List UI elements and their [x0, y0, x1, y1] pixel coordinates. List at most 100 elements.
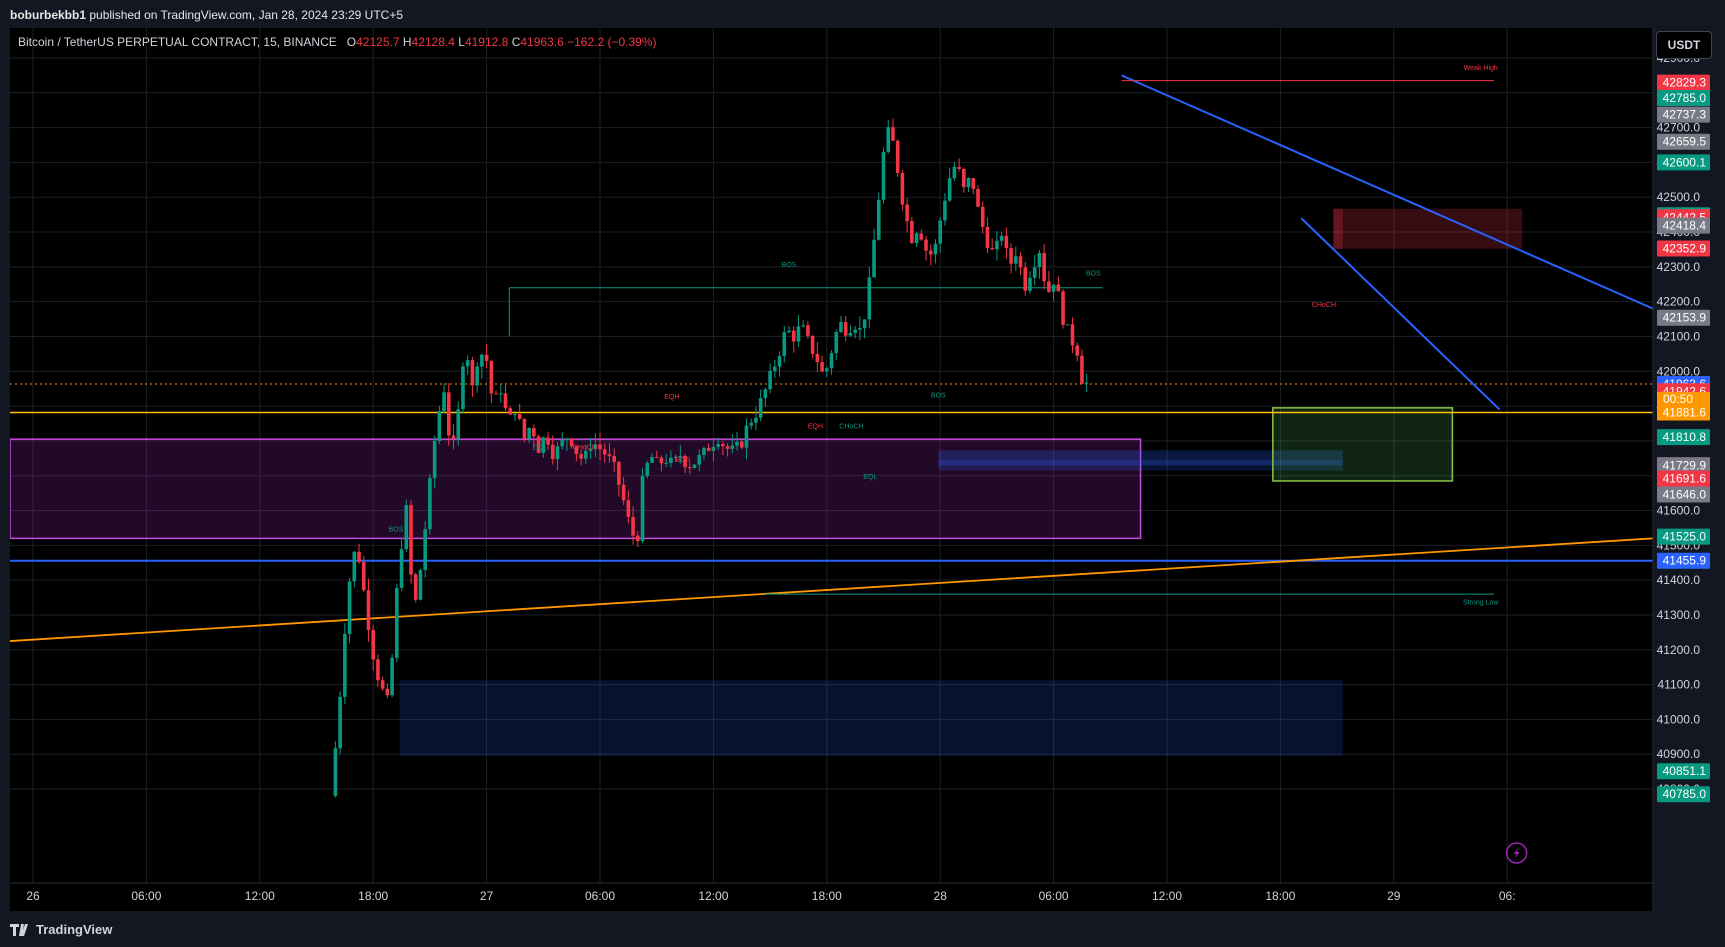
candle-body — [839, 322, 843, 333]
red-supply-zone-main — [1333, 208, 1523, 249]
x-tick-label: 12:00 — [245, 889, 275, 903]
author-name[interactable]: boburbekbb1 — [10, 8, 87, 22]
candle-body — [876, 199, 881, 240]
candle-body — [418, 569, 423, 600]
orange-trendline — [10, 537, 1653, 642]
candle-body — [584, 450, 588, 459]
candle-body — [513, 414, 517, 416]
candle-body — [768, 370, 772, 390]
candle-body — [697, 454, 702, 465]
candle-body — [399, 549, 404, 588]
symbol-title[interactable]: Bitcoin / TetherUS PERPETUAL CONTRACT, 1… — [18, 35, 337, 49]
candle-body — [645, 462, 650, 476]
price-label-bg — [1657, 457, 1710, 474]
publish-bar: boburbekbb1 published on TradingView.com… — [0, 0, 1725, 28]
green-target-zone — [1272, 407, 1454, 482]
candle-body — [1032, 267, 1037, 278]
price-label-bg — [1657, 309, 1710, 326]
x-tick-label: 06:00 — [585, 889, 615, 903]
price-label: 42352.9 — [1663, 241, 1707, 255]
candle-body — [810, 335, 815, 354]
y-tick-label: 41600.0 — [1657, 504, 1701, 518]
price-label-bg — [1657, 763, 1710, 780]
candle-body — [905, 204, 909, 222]
purple-demand-zone — [10, 438, 1142, 540]
candle-body — [508, 408, 513, 415]
structure-annotation: Weak High — [1464, 65, 1498, 72]
candle-body — [829, 353, 834, 369]
tradingview-logo[interactable]: TradingView — [10, 922, 112, 937]
candle-body — [815, 353, 820, 363]
candle-body — [385, 688, 390, 696]
y-tick-label: 41200.0 — [1657, 643, 1701, 657]
candle-body — [1084, 382, 1089, 384]
lightning-icon — [1505, 842, 1528, 864]
bottom-bar: TradingView — [0, 911, 1725, 947]
candle-body — [702, 447, 706, 455]
candle-body — [976, 188, 980, 207]
misc-layer — [1505, 842, 1528, 864]
price-labels-layer: 42829.342785.042737.342659.542600.142448… — [1657, 74, 1710, 803]
price-label: 42829.3 — [1663, 76, 1707, 90]
structure-annotation: BOS — [931, 392, 946, 399]
y-tick-label: 40900.0 — [1657, 747, 1701, 761]
candle-body — [607, 454, 612, 457]
candle-body — [1042, 252, 1046, 282]
candle-body — [1009, 248, 1013, 264]
price-label-bg — [1657, 240, 1710, 257]
candles-layer — [333, 118, 1089, 798]
candle-body — [498, 393, 503, 395]
y-tick-label: 41000.0 — [1657, 712, 1701, 726]
structure-annotation: Strong Low — [1463, 600, 1499, 607]
blue-low-zone — [399, 680, 1343, 756]
price-label: 41525.0 — [1663, 530, 1707, 544]
price-label-bg — [1657, 470, 1710, 487]
candle-body — [598, 444, 602, 450]
candle-body — [357, 551, 361, 563]
candle-body — [626, 500, 631, 518]
price-label-bg — [1657, 404, 1710, 421]
currency-button[interactable]: USDT — [1656, 31, 1712, 59]
structure-annotation: CHoCH — [839, 424, 863, 431]
candle-body — [1028, 277, 1032, 291]
candle-body — [796, 326, 801, 342]
price-label: 41810.8 — [1663, 430, 1707, 444]
price-label: 41646.0 — [1663, 488, 1707, 502]
candle-body — [380, 680, 385, 689]
publish-info: boburbekbb1 published on TradingView.com… — [10, 8, 403, 22]
candle-body — [886, 127, 891, 152]
structure-annotation: BOS — [1086, 271, 1101, 278]
candle-body — [862, 319, 867, 329]
high-label: H — [402, 35, 412, 49]
chart-grid — [10, 28, 1653, 883]
candle-body — [574, 446, 579, 455]
candle-body — [910, 221, 914, 243]
candle-body — [872, 239, 876, 278]
candle-body — [1037, 252, 1042, 268]
candle-body — [413, 574, 418, 600]
candle-body — [820, 362, 824, 372]
candle-body — [867, 277, 872, 320]
candle-body — [914, 233, 919, 243]
price-label-bg — [1657, 552, 1710, 569]
candle-body — [428, 478, 432, 530]
candle-body — [447, 392, 451, 436]
candle-body — [527, 428, 531, 439]
candle-body — [678, 455, 683, 457]
candle-body — [1070, 324, 1075, 346]
chart-pane[interactable] — [10, 28, 1653, 911]
candle-body — [990, 247, 994, 250]
candle-body — [924, 239, 928, 251]
x-tick-label: 12:00 — [698, 889, 728, 903]
symbol-legend: Bitcoin / TetherUS PERPETUAL CONTRACT, 1… — [18, 35, 657, 49]
publish-text: published on TradingView.com, Jan 28, 20… — [89, 8, 404, 22]
time-axis[interactable]: 26 06:00 12:00 18:00 27 06:00 12:00 18:00 28 06:0… — [10, 882, 1653, 903]
candle-body — [621, 484, 626, 501]
price-label: 42737.3 — [1663, 108, 1707, 122]
candle-body — [602, 449, 607, 455]
candle-body — [673, 456, 678, 458]
candle-body — [489, 361, 494, 394]
candle-body — [352, 551, 357, 582]
low-value: 41912.8 — [464, 35, 509, 49]
countdown-label: 00:50 — [1663, 392, 1693, 406]
